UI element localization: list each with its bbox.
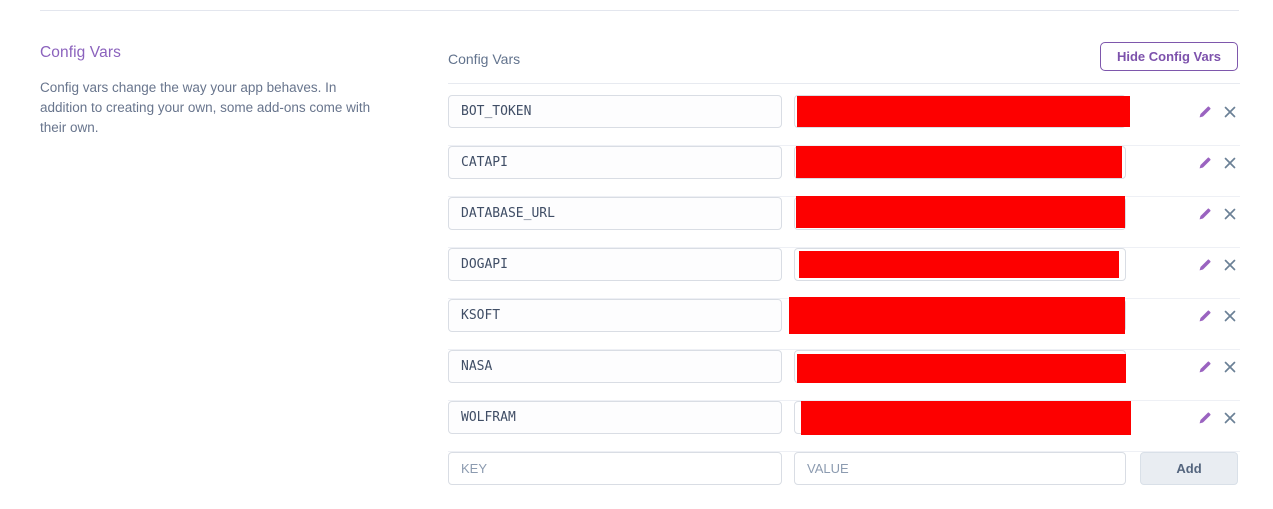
config-vars-header: Config Vars Hide Config Vars bbox=[448, 42, 1240, 84]
config-value-cell bbox=[794, 95, 1130, 128]
section-title: Config Vars bbox=[40, 44, 121, 61]
config-value-cell bbox=[794, 248, 1126, 281]
redaction-overlay bbox=[799, 251, 1119, 278]
config-value-cell bbox=[794, 146, 1126, 179]
config-value-cell bbox=[789, 297, 1126, 334]
config-key-input[interactable] bbox=[448, 401, 782, 434]
new-value-input[interactable] bbox=[794, 452, 1126, 485]
edit-pencil-icon[interactable] bbox=[1196, 410, 1213, 427]
header-divider bbox=[448, 83, 1240, 84]
config-value-cell bbox=[794, 196, 1126, 230]
config-key-input[interactable] bbox=[448, 146, 782, 179]
edit-pencil-icon[interactable] bbox=[1196, 257, 1213, 274]
edit-pencil-icon[interactable] bbox=[1196, 206, 1213, 223]
add-config-var-row: Add bbox=[448, 452, 1240, 503]
config-vars-heading: Config Vars bbox=[448, 51, 521, 67]
row-actions bbox=[1182, 409, 1238, 427]
new-key-input[interactable] bbox=[448, 452, 782, 485]
edit-pencil-icon[interactable] bbox=[1196, 359, 1213, 376]
remove-x-icon[interactable] bbox=[1221, 359, 1238, 376]
config-var-row bbox=[448, 350, 1240, 401]
config-key-input[interactable] bbox=[448, 95, 782, 128]
redaction-overlay bbox=[796, 196, 1125, 228]
edit-pencil-icon[interactable] bbox=[1196, 155, 1213, 172]
row-actions bbox=[1182, 103, 1238, 121]
redaction-overlay bbox=[801, 401, 1131, 435]
config-var-row bbox=[448, 146, 1240, 197]
remove-x-icon[interactable] bbox=[1221, 155, 1238, 172]
config-vars-panel: Config Vars Hide Config Vars bbox=[448, 42, 1240, 485]
row-actions bbox=[1182, 205, 1238, 223]
redaction-overlay bbox=[789, 297, 1125, 334]
row-actions bbox=[1182, 358, 1238, 376]
remove-x-icon[interactable] bbox=[1221, 206, 1238, 223]
row-actions bbox=[1182, 256, 1238, 274]
section-description: Config vars change the way your app beha… bbox=[40, 80, 371, 135]
remove-x-icon[interactable] bbox=[1221, 308, 1238, 325]
config-key-input[interactable] bbox=[448, 197, 782, 230]
config-var-row bbox=[448, 297, 1240, 350]
config-key-input[interactable] bbox=[448, 299, 782, 332]
top-divider bbox=[40, 10, 1239, 11]
redaction-overlay bbox=[797, 96, 1130, 127]
config-value-cell bbox=[794, 401, 1131, 435]
remove-x-icon[interactable] bbox=[1221, 257, 1238, 274]
row-actions bbox=[1182, 154, 1238, 172]
redaction-overlay bbox=[796, 146, 1122, 178]
hide-config-vars-button[interactable]: Hide Config Vars bbox=[1099, 42, 1238, 71]
config-key-input[interactable] bbox=[448, 248, 782, 281]
remove-x-icon[interactable] bbox=[1221, 104, 1238, 121]
edit-pencil-icon[interactable] bbox=[1196, 308, 1213, 325]
redaction-overlay bbox=[797, 354, 1126, 383]
config-var-row bbox=[448, 196, 1240, 248]
config-vars-list bbox=[448, 95, 1240, 452]
remove-x-icon[interactable] bbox=[1221, 410, 1238, 427]
edit-pencil-icon[interactable] bbox=[1196, 104, 1213, 121]
config-key-input[interactable] bbox=[448, 350, 782, 383]
add-button[interactable]: Add bbox=[1140, 452, 1238, 485]
config-value-cell bbox=[794, 350, 1126, 383]
config-var-row bbox=[448, 248, 1240, 299]
config-vars-sidebar: Config Vars Config vars change the way y… bbox=[40, 44, 372, 138]
config-var-row bbox=[448, 95, 1240, 146]
row-actions bbox=[1182, 307, 1238, 325]
config-var-row bbox=[448, 401, 1240, 452]
